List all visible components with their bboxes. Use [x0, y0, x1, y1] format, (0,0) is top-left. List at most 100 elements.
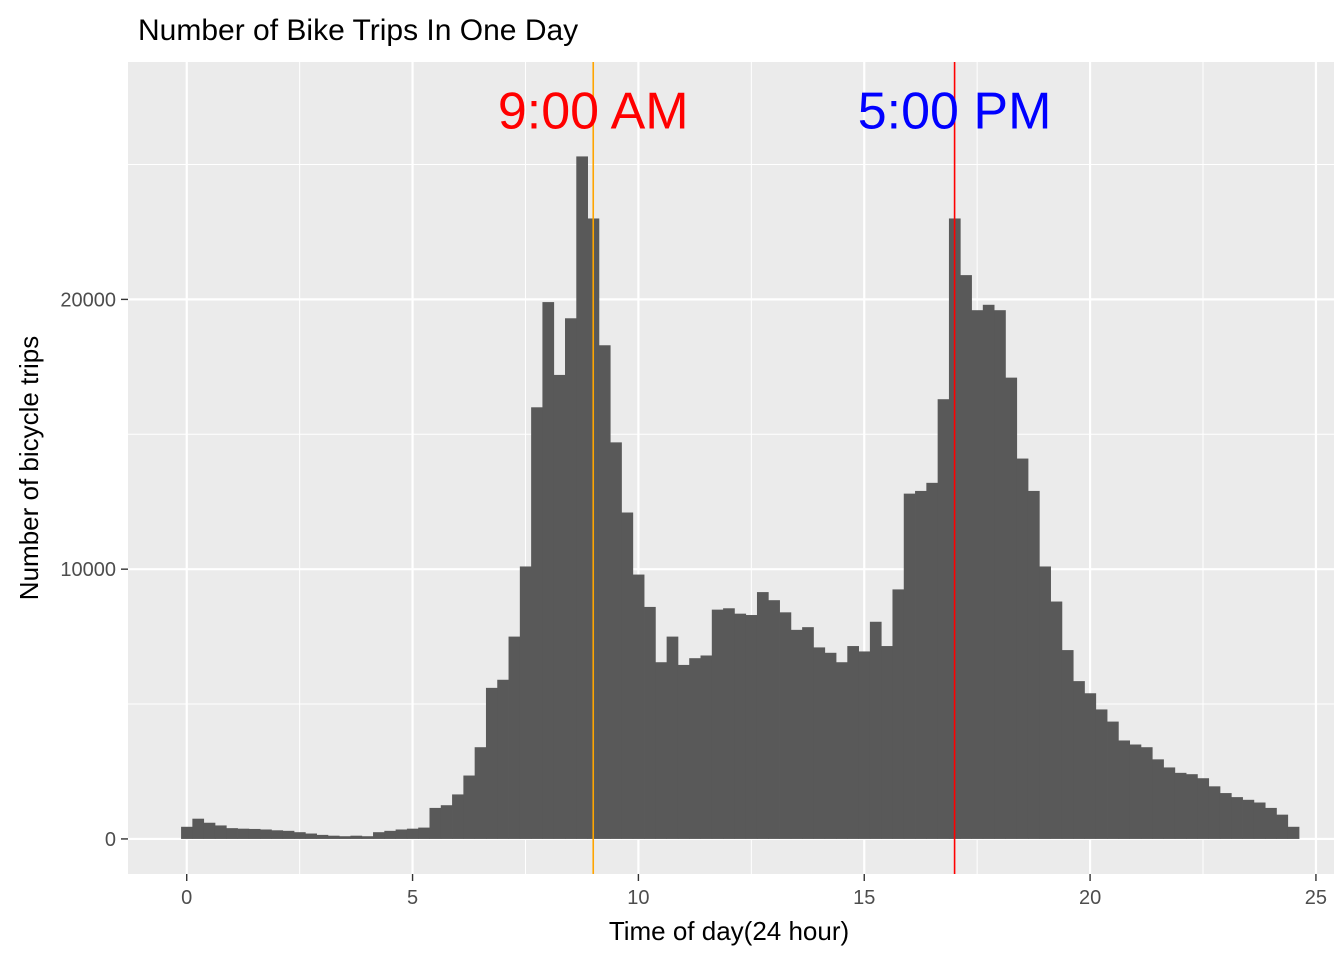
histogram-bar	[214, 825, 227, 839]
histogram-bar	[700, 655, 713, 839]
histogram-bar	[1140, 747, 1153, 839]
histogram-bar	[836, 662, 848, 839]
x-tick-label: 10	[627, 887, 649, 909]
histogram-bar	[565, 318, 577, 839]
histogram-bar	[677, 664, 690, 839]
histogram-bar	[1039, 566, 1051, 839]
histogram-bar	[361, 836, 374, 839]
histogram-bar	[384, 830, 397, 839]
histogram-bar	[1197, 778, 1210, 839]
histogram-bar	[892, 589, 905, 839]
histogram-bar	[1129, 744, 1142, 839]
histogram-bar	[260, 829, 272, 839]
chart-title: Number of Bike Trips In One Day	[138, 14, 578, 47]
x-tick-label: 5	[407, 887, 418, 909]
histogram-bar	[802, 627, 814, 839]
histogram-bar	[293, 832, 306, 839]
annotation-label: 5:00 PM	[858, 83, 1052, 141]
histogram-bar	[350, 835, 363, 839]
histogram-bar	[824, 652, 837, 839]
histogram-bar	[926, 482, 939, 839]
histogram-bar	[373, 832, 385, 839]
histogram-bar	[813, 647, 826, 839]
y-tick-label: 0	[105, 829, 116, 851]
histogram-bar	[542, 302, 555, 839]
histogram-bar	[598, 345, 611, 839]
histogram-bar	[429, 807, 442, 839]
histogram-bar	[745, 615, 758, 839]
histogram-bar	[1276, 814, 1289, 839]
histogram-bar	[1231, 797, 1243, 839]
histogram-bar	[305, 833, 317, 839]
y-tick-label: 10000	[60, 559, 116, 581]
histogram-bar	[610, 442, 622, 839]
annotation-label: 9:00 AM	[498, 83, 689, 141]
histogram-bar	[1219, 793, 1232, 839]
x-axis-ticks: 0 5 10 15 20 25	[181, 874, 1327, 909]
histogram-bar	[181, 826, 193, 839]
x-tick-label: 20	[1079, 887, 1101, 909]
histogram-bar	[531, 407, 543, 839]
x-tick-label: 0	[181, 887, 192, 909]
histogram-bar	[271, 830, 284, 839]
histogram-bar	[982, 304, 995, 839]
x-axis-title: Time of day(24 hour)	[609, 916, 849, 946]
histogram-bar	[1208, 786, 1221, 839]
histogram-bar	[553, 374, 566, 839]
histogram-bar	[711, 609, 724, 839]
histogram-bar	[655, 662, 668, 839]
y-axis-ticks: 0 10000 20000	[60, 289, 128, 851]
histogram-bar	[316, 834, 329, 839]
histogram-bar	[1152, 759, 1164, 839]
histogram-bar	[339, 836, 351, 839]
histogram-bar	[1174, 772, 1187, 839]
histogram-bar	[621, 512, 634, 839]
histogram-bar	[1050, 601, 1063, 839]
histogram-bar	[1253, 802, 1266, 839]
histogram-bar	[452, 794, 464, 839]
histogram-bar	[915, 490, 927, 839]
histogram-bar	[248, 828, 261, 839]
histogram-bar	[994, 310, 1006, 839]
histogram-bar	[1061, 650, 1074, 839]
histogram-bar	[1027, 490, 1040, 839]
histogram-bar	[418, 827, 430, 839]
histogram-bar	[1186, 774, 1198, 839]
histogram-bar	[1118, 740, 1131, 839]
histogram-bar	[497, 679, 509, 839]
reference-lines	[592, 62, 956, 874]
histogram-bar	[463, 775, 476, 839]
histogram-bar	[1107, 721, 1119, 839]
histogram-bar	[790, 629, 803, 839]
histogram-bar	[1242, 799, 1255, 839]
annotations: 9:00 AM 5:00 PM	[498, 83, 1052, 141]
histogram-bar	[723, 608, 735, 839]
histogram-bar	[282, 830, 295, 839]
histogram-bar	[937, 399, 950, 839]
histogram-bar	[960, 275, 972, 839]
histogram-bar	[858, 651, 871, 839]
histogram-bar	[519, 566, 532, 839]
histogram-bar	[485, 687, 498, 839]
histogram-bar	[1163, 767, 1176, 839]
histogram-bar	[779, 612, 792, 839]
histogram-bar	[192, 818, 205, 839]
histogram-bar	[1265, 807, 1277, 839]
histogram-bar	[644, 606, 656, 839]
histogram-bar	[1073, 681, 1085, 839]
histogram-bar	[327, 835, 340, 839]
histogram-bar	[903, 493, 916, 839]
histogram-bar	[971, 310, 984, 839]
histogram-bar	[869, 621, 882, 839]
histogram-bar	[756, 592, 769, 839]
histogram-bar	[632, 574, 645, 839]
histogram-bar	[768, 600, 780, 839]
histogram-bar	[406, 828, 419, 839]
histogram-bar	[1005, 377, 1018, 839]
histogram-bar	[508, 636, 521, 839]
histogram-bar	[440, 805, 453, 839]
histogram-bar	[1287, 826, 1300, 839]
histogram-bar	[689, 658, 701, 839]
histogram-bar	[395, 829, 408, 839]
